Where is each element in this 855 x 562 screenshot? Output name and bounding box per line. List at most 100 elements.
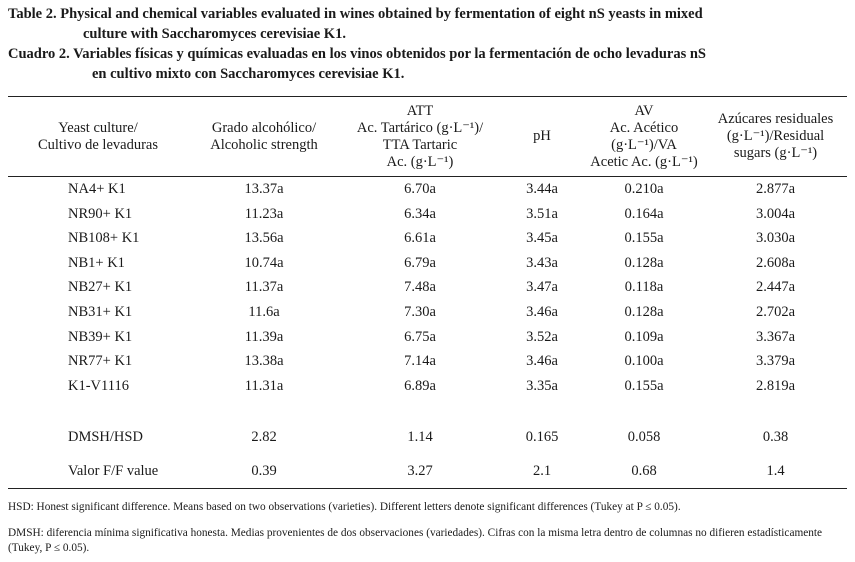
cell-yeast: NR90+ K1: [68, 205, 133, 222]
cell-yeast: NB108+ K1: [68, 230, 140, 247]
header-att-line: Ac. (g·L⁻¹): [386, 153, 454, 170]
cell-alcohol: 13.37a: [244, 181, 284, 197]
cell-stat-label: DMSH/HSD: [68, 429, 143, 446]
cell-sugar: 2.608a: [755, 254, 796, 271]
header-av-line: (g·L⁻¹)/VA: [611, 136, 677, 153]
cell-av: 0.109a: [624, 328, 664, 345]
header-att-line: ATT: [406, 102, 434, 119]
header-att-line: Ac. Tartárico (g·L⁻¹)/: [356, 119, 484, 136]
cell-alcohol: 11.39a: [244, 328, 284, 345]
cell-av: 0.155a: [624, 230, 664, 247]
cell-sugar: 2.819a: [755, 377, 796, 394]
header-sugar-line: (g·L⁻¹)/Residual: [726, 128, 825, 144]
cell-stat-label: Valor F/F value: [8, 454, 188, 490]
table-header: Yeast culture/ Cultivo de levaduras Grad…: [8, 96, 847, 177]
cell-yeast: NB27+ K1: [68, 279, 133, 296]
cell-alcohol: 11.6a: [248, 303, 280, 320]
header-yeast: Yeast culture/ Cultivo de levaduras: [8, 96, 188, 177]
table-body: NA4+ K1 13.37a 6.70a 3.44a 0.210a 2.877a…: [8, 177, 847, 490]
cell-alcohol: 2.82: [251, 429, 277, 446]
header-av-line: Acetic Ac. (g·L⁻¹): [590, 153, 698, 170]
cell-att: 3.27: [340, 454, 500, 490]
header-att-line: TTA Tartaric: [382, 136, 458, 153]
table-row: K1-V1116 11.31a 6.89a 3.35a 0.155a 2.819…: [8, 374, 847, 399]
table-row: NB31+ K1 11.6a 7.30a 3.46a 0.128a 2.702a: [8, 300, 847, 325]
header-alcohol-line: Alcoholic strength: [210, 136, 318, 153]
cell-sugar: 3.004a: [755, 205, 796, 222]
cell-alcohol: 0.39: [188, 454, 340, 490]
cell-ph: 3.46a: [526, 303, 558, 320]
caption-es-line2: en cultivo mixto con Saccharomyces cerev…: [92, 66, 405, 82]
table-row: NR77+ K1 13.38a 7.14a 3.46a 0.100a 3.379…: [8, 349, 847, 374]
header-alcohol-line: Grado alcohólico/: [211, 119, 317, 136]
header-att: ATT Ac. Tartárico (g·L⁻¹)/ TTA Tartaric …: [340, 96, 500, 177]
cell-alcohol: 11.23a: [244, 205, 284, 222]
table-caption: Table 2. Physical and chemical variables…: [8, 4, 850, 84]
header-ph-line: pH: [533, 128, 551, 144]
footnote-hsd: HSD: Honest significant difference. Mean…: [8, 501, 681, 513]
cell-sugar: 3.379a: [755, 353, 796, 370]
cell-ph: 3.45a: [526, 230, 558, 247]
table-row: NB108+ K1 13.56a 6.61a 3.45a 0.155a 3.03…: [8, 226, 847, 251]
stat-row-fvalue: Valor F/F value 0.39 3.27 2.1 0.68 1.4: [8, 454, 847, 490]
cell-sugar: 2.877a: [755, 181, 796, 197]
cell-av: 0.058: [627, 429, 661, 446]
cell-yeast: NB31+ K1: [68, 303, 133, 320]
cell-yeast: NR77+ K1: [68, 353, 133, 370]
header-av-line: Ac. Acético: [609, 119, 679, 136]
cell-yeast: NB39+ K1: [68, 328, 133, 345]
cell-av: 0.128a: [624, 254, 664, 271]
cell-sugar: 1.4: [704, 454, 847, 490]
cell-av: 0.164a: [624, 205, 664, 222]
header-av: AV Ac. Acético (g·L⁻¹)/VA Acetic Ac. (g·…: [584, 96, 704, 177]
table-row: NB27+ K1 11.37a 7.48a 3.47a 0.118a 2.447…: [8, 275, 847, 300]
header-sugar-line: Azúcares residuales: [717, 111, 834, 127]
cell-sugar: 2.447a: [755, 279, 796, 296]
header-yeast-line: Cultivo de levaduras: [37, 136, 158, 153]
cell-yeast: K1-V1116: [68, 377, 129, 394]
cell-att: 6.34a: [404, 205, 436, 222]
header-sugar: Azúcares residuales (g·L⁻¹)/Residual sug…: [704, 96, 847, 177]
cell-ph: 3.35a: [526, 377, 558, 394]
cell-ph: 3.44a: [526, 181, 558, 197]
footnote-dmsh: DMSH: diferencia mínima significativa ho…: [8, 527, 823, 554]
cell-ph: 2.1: [500, 454, 584, 490]
cell-sugar: 3.030a: [755, 230, 796, 247]
cell-av: 0.155a: [624, 377, 664, 394]
cell-alcohol: 13.38a: [244, 353, 284, 370]
cell-att: 1.14: [407, 429, 433, 446]
header-sugar-line: sugars (g·L⁻¹): [733, 145, 818, 161]
cell-att: 6.89a: [404, 377, 436, 394]
cell-sugar: 2.702a: [755, 303, 796, 320]
cell-alcohol: 13.56a: [244, 230, 284, 247]
cell-yeast: NA4+ K1: [68, 181, 126, 197]
table-row: NA4+ K1 13.37a 6.70a 3.44a 0.210a 2.877a: [8, 177, 847, 202]
caption-es-line1: Cuadro 2. Variables físicas y químicas e…: [8, 46, 706, 62]
table-row: NR90+ K1 11.23a 6.34a 3.51a 0.164a 3.004…: [8, 202, 847, 227]
cell-av: 0.100a: [624, 353, 664, 370]
cell-av: 0.210a: [624, 181, 664, 197]
header-row: Yeast culture/ Cultivo de levaduras Grad…: [8, 96, 847, 177]
header-yeast-line: Yeast culture/: [58, 119, 138, 136]
cell-att: 6.70a: [404, 181, 436, 197]
cell-ph: 3.47a: [526, 279, 558, 296]
cell-sugar: 0.38: [762, 429, 789, 446]
caption-en-line2: culture with Saccharomyces cerevisiae K1…: [83, 26, 346, 42]
cell-att: 7.48a: [404, 279, 436, 296]
cell-att: 6.61a: [404, 230, 436, 247]
cell-att: 6.75a: [404, 328, 436, 345]
header-ph: pH: [500, 96, 584, 177]
spacer-row: [8, 398, 847, 420]
cell-alcohol: 10.74a: [244, 254, 284, 271]
cell-yeast: NB1+ K1: [68, 254, 125, 271]
cell-ph: 3.52a: [526, 328, 558, 345]
cell-att: 6.79a: [404, 254, 436, 271]
cell-av: 0.68: [584, 454, 704, 490]
cell-ph: 3.43a: [526, 254, 558, 271]
stat-row-hsd: DMSH/HSD 2.82 1.14 0.165 0.058 0.38: [8, 420, 847, 454]
cell-att: 7.30a: [404, 303, 436, 320]
cell-att: 7.14a: [404, 353, 436, 370]
table-row: NB39+ K1 11.39a 6.75a 3.52a 0.109a 3.367…: [8, 325, 847, 350]
cell-alcohol: 11.37a: [244, 279, 284, 296]
cell-sugar: 3.367a: [755, 328, 796, 345]
